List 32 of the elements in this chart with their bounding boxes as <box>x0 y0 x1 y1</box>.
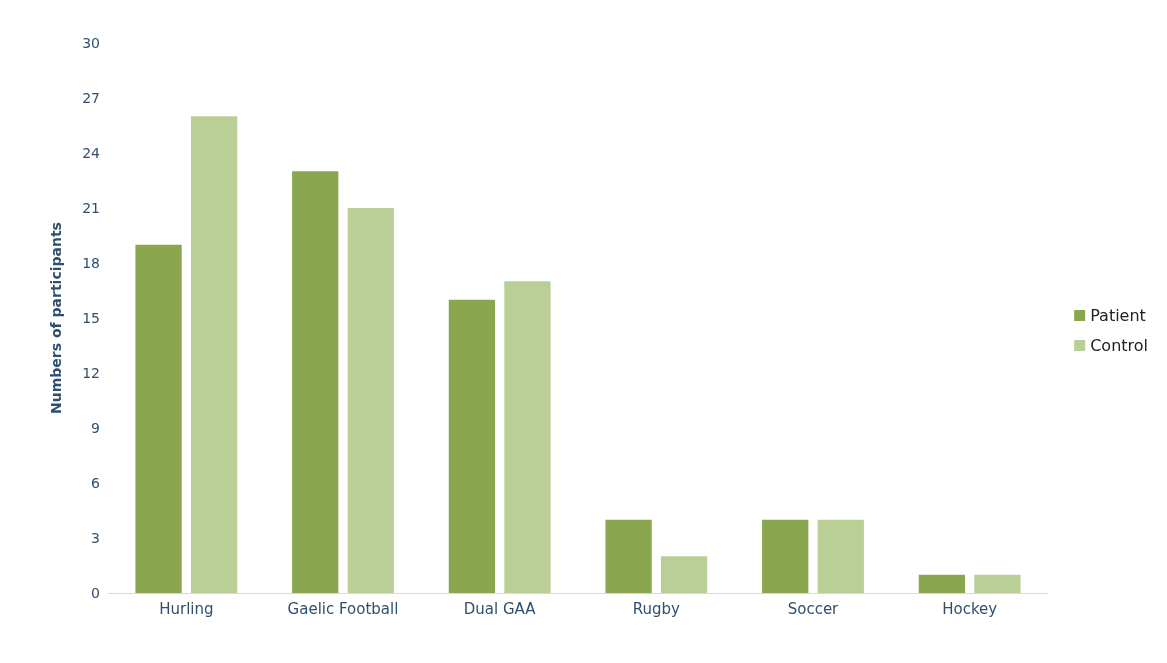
y-tick-label: 18 <box>82 255 100 271</box>
y-tick-label: 15 <box>82 310 100 326</box>
bar <box>974 574 1021 593</box>
y-tick-label: 9 <box>91 420 100 436</box>
bar <box>292 171 339 593</box>
bar <box>605 519 652 593</box>
y-tick-label: 21 <box>82 200 100 216</box>
legend-label: Control <box>1090 336 1149 355</box>
y-tick-label: 30 <box>82 35 100 51</box>
y-tick-label: 0 <box>91 585 100 601</box>
x-tick-label: Dual GAA <box>463 599 537 618</box>
x-tick-label: Gaelic Football <box>287 599 399 618</box>
y-tick-label: 12 <box>82 365 100 381</box>
bar <box>918 574 966 593</box>
y-tick-label: 24 <box>82 145 101 161</box>
bar <box>190 116 238 593</box>
x-tick-label: Hockey <box>942 599 998 618</box>
x-tick-label: Hurling <box>159 599 214 618</box>
x-tick-label: Rugby <box>632 599 681 618</box>
bar <box>347 208 394 593</box>
bar <box>762 519 809 593</box>
bar <box>504 281 551 593</box>
bar <box>448 299 496 593</box>
bar <box>660 556 708 593</box>
y-tick-label: 3 <box>91 530 100 546</box>
legend-label: Patient <box>1090 306 1146 325</box>
x-tick-label: Soccer <box>787 599 840 618</box>
bar <box>817 519 864 593</box>
y-tick-label: 27 <box>82 90 100 106</box>
y-tick-label: 6 <box>91 475 101 491</box>
y-axis-title: Numbers of participants <box>48 222 64 414</box>
bar <box>135 244 182 593</box>
